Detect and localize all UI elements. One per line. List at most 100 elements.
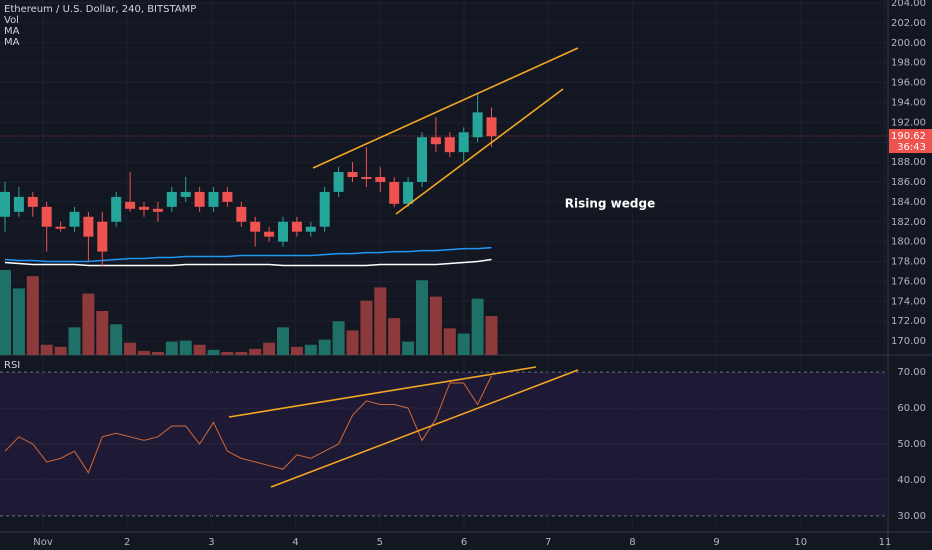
countdown: 36:43 <box>897 142 926 153</box>
volume-bar <box>26 276 39 355</box>
candle-body <box>152 208 163 212</box>
candle-body <box>208 191 219 207</box>
y-tick-label: 188.00 <box>891 157 926 168</box>
candle-body <box>389 181 400 204</box>
y-tick-label: 184.00 <box>891 197 926 208</box>
volume-bar <box>443 328 456 355</box>
volume-bar <box>388 318 401 355</box>
y-tick-label: 176.00 <box>891 276 926 287</box>
x-tick-label: 4 <box>292 537 298 548</box>
x-tick-label: 5 <box>377 537 383 548</box>
candle-body <box>444 137 455 153</box>
y-tick-label: 198.00 <box>891 58 926 69</box>
y-tick-label: 172.00 <box>891 316 926 327</box>
volume-bar <box>124 342 137 355</box>
rsi-tick-label: 50.00 <box>897 439 926 450</box>
rsi-line <box>4 375 492 474</box>
x-tick-label: 8 <box>629 537 635 548</box>
y-tick-label: 170.00 <box>891 336 926 347</box>
candle-body <box>125 201 136 209</box>
volume-bar <box>416 280 428 355</box>
volume-bar <box>0 270 11 355</box>
candle-body <box>278 221 288 242</box>
y-tick-label: 182.00 <box>891 217 926 228</box>
rsi-tick-label: 30.00 <box>897 511 926 522</box>
indicator-label: MA <box>4 26 20 37</box>
candle-body <box>111 196 122 222</box>
volume-bar <box>485 316 498 355</box>
candle-body <box>55 226 66 229</box>
indicator-label: Vol <box>4 15 19 26</box>
title: Ethereum / U.S. Dollar, 240, BITSTAMP <box>4 4 196 15</box>
trend-line <box>270 369 579 488</box>
candle-body <box>69 211 80 227</box>
volume-bar <box>68 327 81 355</box>
volume-bar <box>40 344 53 355</box>
trend-line <box>312 47 579 169</box>
volume-bar <box>402 341 415 355</box>
candle-body <box>166 191 177 207</box>
volume-bar <box>429 296 442 355</box>
trend-lines <box>228 47 579 488</box>
volume-bar <box>54 346 67 355</box>
volume-bar <box>151 351 164 355</box>
x-tick-label: 3 <box>208 537 214 548</box>
candle-body <box>264 231 275 237</box>
x-tick-label: 2 <box>124 537 130 548</box>
x-tick-label: 10 <box>794 537 807 548</box>
x-tick-label: 6 <box>461 537 467 548</box>
moving-average <box>4 258 492 267</box>
candle-body <box>27 196 38 207</box>
y-tick-label: 194.00 <box>891 97 926 108</box>
candle-body <box>361 177 372 179</box>
annotation: Rising wedge <box>565 197 655 211</box>
x-tick-label: 11 <box>879 537 892 548</box>
y-tick-label: 174.00 <box>891 296 926 307</box>
candle-body <box>0 191 10 217</box>
candle-body <box>194 191 205 207</box>
candle-body <box>430 137 441 145</box>
candle-body <box>41 206 52 227</box>
x-tick-label: 7 <box>545 537 551 548</box>
rsi-tick-label: 40.00 <box>897 475 926 486</box>
candle-body <box>139 206 149 210</box>
candle-body <box>347 172 358 178</box>
volume-bar <box>179 340 192 355</box>
rsi-tick-label: 60.00 <box>897 403 926 414</box>
x-tick-label: Nov <box>33 537 53 548</box>
volume-bar <box>12 288 25 355</box>
candle-body <box>83 216 94 237</box>
candle-body <box>97 221 108 252</box>
volume-bar <box>346 330 359 355</box>
volume-bar <box>457 333 470 355</box>
volume-bar <box>304 344 317 355</box>
candle-body <box>250 221 261 232</box>
volume-bar <box>318 339 331 355</box>
rsi-label: RSI <box>4 360 20 371</box>
volume-bar <box>138 350 150 355</box>
volume-bar <box>290 346 303 355</box>
volume-bar <box>193 344 206 355</box>
rsi-tick-label: 70.00 <box>897 367 926 378</box>
candle-body <box>236 206 247 222</box>
indicator-label: MA <box>4 37 20 48</box>
candle-body <box>305 226 316 232</box>
y-tick-label: 192.00 <box>891 117 926 128</box>
y-tick-label: 178.00 <box>891 257 926 268</box>
last-price-label: 190.62 <box>891 131 926 142</box>
volume-bar <box>471 298 484 355</box>
volume-bar <box>110 324 123 355</box>
volume-bar <box>332 321 345 355</box>
candle-body <box>222 191 233 202</box>
volume-bar <box>263 342 276 355</box>
candle-body <box>291 221 302 232</box>
y-tick-label: 196.00 <box>891 78 926 89</box>
volume-bar <box>82 293 95 355</box>
volume-bar <box>277 327 289 355</box>
volume-bar <box>249 348 262 355</box>
volume-bar <box>165 341 178 355</box>
moving-average <box>4 246 492 263</box>
y-tick-label: 204.00 <box>891 0 926 9</box>
volume-bar <box>96 310 109 355</box>
